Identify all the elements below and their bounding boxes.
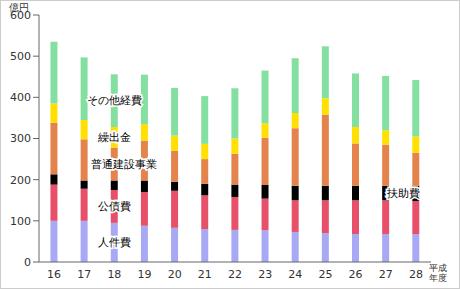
svg-text:400: 400: [10, 91, 31, 104]
svg-text:繰出金: 繰出金: [97, 131, 131, 144]
svg-text:25: 25: [318, 268, 332, 281]
svg-text:18: 18: [107, 268, 121, 281]
svg-text:24: 24: [288, 268, 302, 281]
svg-text:22: 22: [228, 268, 242, 281]
svg-text:21: 21: [198, 268, 212, 281]
svg-text:扶助費: 扶助費: [386, 187, 420, 200]
svg-text:16: 16: [47, 268, 61, 281]
svg-text:600: 600: [10, 9, 31, 22]
svg-text:26: 26: [349, 268, 363, 281]
svg-text:20: 20: [168, 268, 182, 281]
svg-text:普通建設事業: 普通建設事業: [91, 158, 157, 171]
svg-text:17: 17: [77, 268, 91, 281]
svg-text:19: 19: [138, 268, 152, 281]
svg-text:300: 300: [10, 132, 31, 145]
svg-text:27: 27: [379, 268, 393, 281]
svg-text:0: 0: [24, 256, 31, 269]
svg-text:人件費: 人件費: [98, 236, 131, 249]
svg-text:公債費: 公債費: [98, 200, 131, 213]
svg-text:28: 28: [409, 268, 423, 281]
svg-text:500: 500: [10, 50, 31, 63]
svg-text:100: 100: [10, 215, 31, 228]
svg-text:23: 23: [258, 268, 272, 281]
svg-text:その他経費: その他経費: [87, 94, 142, 107]
svg-text:200: 200: [10, 174, 31, 187]
